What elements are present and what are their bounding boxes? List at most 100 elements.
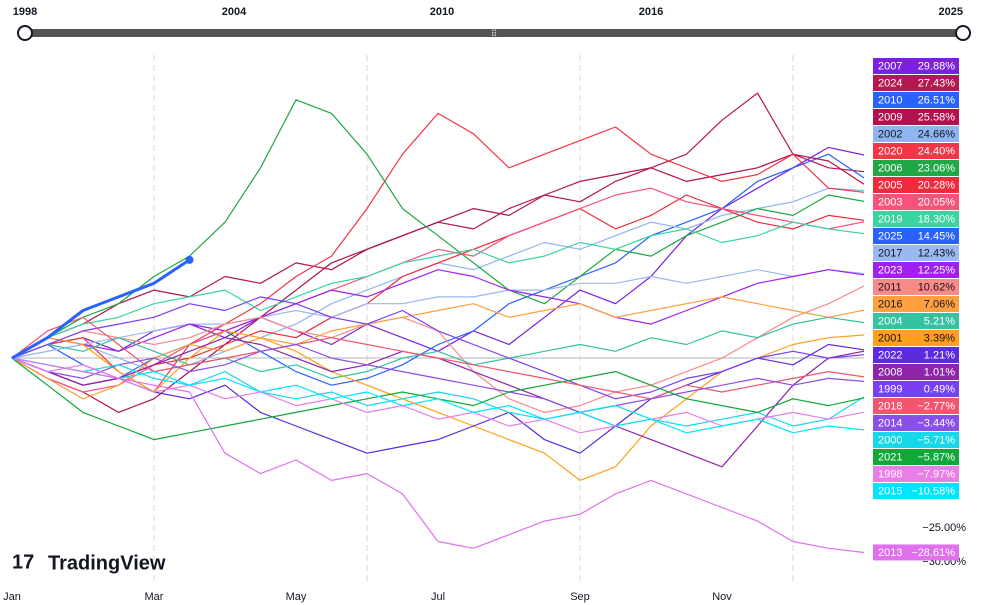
series-line <box>11 343 865 413</box>
legend-name: 2013 <box>878 547 902 559</box>
series-line <box>11 357 865 434</box>
series-line <box>11 92 865 359</box>
legend-badge <box>873 398 959 414</box>
legend-name: 2005 <box>878 179 902 191</box>
value-label: −5.87% <box>917 451 955 463</box>
legend-badge <box>873 347 959 363</box>
value-label: 20.28% <box>918 179 956 191</box>
legend-badge <box>873 449 959 465</box>
series-end-dot <box>185 255 194 264</box>
legend-name: 2019 <box>878 213 902 225</box>
legend-badge <box>873 483 959 499</box>
value-label: 20.05% <box>918 196 956 208</box>
series-line <box>11 357 865 554</box>
legend-name: 2000 <box>878 434 902 446</box>
legend-name: 2006 <box>878 162 902 174</box>
value-label: 24.66% <box>918 128 956 140</box>
legend-name: 2021 <box>878 451 902 463</box>
slider-grip: ⠿ <box>491 28 498 38</box>
legend-badge <box>873 160 959 176</box>
legend-badge <box>873 228 959 244</box>
slider-year-label: 1998 <box>13 6 37 18</box>
legend-badge <box>873 58 959 74</box>
value-label: 26.51% <box>918 94 956 106</box>
series-line <box>11 330 865 481</box>
value-label: 24.40% <box>918 145 956 157</box>
legend-badge <box>873 177 959 193</box>
legend-badge <box>873 466 959 482</box>
legend-name: 2014 <box>878 417 902 429</box>
value-label: 12.25% <box>918 264 956 276</box>
value-label: 0.49% <box>924 383 955 395</box>
legend-badge <box>873 143 959 159</box>
slider-handle-left[interactable] <box>17 25 33 41</box>
series-line <box>11 221 865 359</box>
legend-badge <box>873 75 959 91</box>
legend-badge <box>873 330 959 346</box>
slider-year-label: 2004 <box>222 6 247 18</box>
legend-name: 2015 <box>878 485 902 497</box>
series-line <box>11 285 865 413</box>
legend-badge <box>873 262 959 278</box>
legend-name: 2020 <box>878 145 902 157</box>
legend-name: 2008 <box>878 366 902 378</box>
value-label: 27.43% <box>918 77 956 89</box>
value-label: 3.39% <box>924 332 955 344</box>
series-line <box>11 296 865 400</box>
legend-badge <box>873 245 959 261</box>
x-tick-label: Mar <box>145 591 164 603</box>
x-tick-label: Sep <box>570 591 590 603</box>
legend-name: 2024 <box>878 77 902 89</box>
legend-badge <box>873 432 959 448</box>
legend-badge <box>873 279 959 295</box>
legend-badge <box>873 109 959 125</box>
range-slider-track[interactable] <box>25 29 963 37</box>
x-tick-label: May <box>286 591 307 603</box>
legend-name: 2007 <box>878 60 902 72</box>
series-line <box>11 153 865 413</box>
legend-name: 2011 <box>878 281 902 293</box>
x-tick-label: Jan <box>3 591 21 603</box>
value-label: 7.06% <box>924 298 955 310</box>
legend-name: 2002 <box>878 128 902 140</box>
legend-name: 1999 <box>878 383 902 395</box>
legend-name: 2016 <box>878 298 902 310</box>
series-line <box>11 99 865 359</box>
value-label: 25.58% <box>918 111 956 123</box>
legend-badge <box>873 296 959 312</box>
legend-badge <box>873 364 959 380</box>
x-tick-label: Nov <box>712 591 732 603</box>
value-label: 10.62% <box>918 281 956 293</box>
value-label: 5.21% <box>924 315 955 327</box>
value-label: 1.21% <box>924 349 955 361</box>
legend-badge <box>873 544 959 561</box>
legend-name: 2009 <box>878 111 902 123</box>
legend-name: 2025 <box>878 230 902 242</box>
series-line <box>11 258 191 360</box>
legend-badge <box>873 126 959 142</box>
value-label: −2.77% <box>917 400 955 412</box>
slider-handle-right[interactable] <box>955 25 971 41</box>
logo-mark: 17 <box>12 551 34 573</box>
legend-badge <box>873 381 959 397</box>
watermark: TradingView <box>48 552 166 574</box>
legend-name: 2001 <box>878 332 902 344</box>
legend-name: 2023 <box>878 264 902 276</box>
legend-name: 2022 <box>878 349 902 361</box>
value-label: 23.06% <box>918 162 956 174</box>
slider-year-label: 2010 <box>430 6 454 18</box>
legend-name: 2017 <box>878 247 902 259</box>
legend-name: 1998 <box>878 468 902 480</box>
legend-badge <box>873 211 959 227</box>
value-label: 1.01% <box>924 366 955 378</box>
legend-name: 2018 <box>878 400 902 412</box>
legend-name: 2003 <box>878 196 902 208</box>
x-tick-label: Jul <box>431 591 445 603</box>
slider-year-label: 2016 <box>639 6 663 18</box>
value-label: 12.43% <box>918 247 956 259</box>
slider-year-label: 2025 <box>939 6 963 18</box>
legend-name: 2010 <box>878 94 902 106</box>
value-label: 29.88% <box>918 60 956 72</box>
legend-name: 2004 <box>878 315 902 327</box>
